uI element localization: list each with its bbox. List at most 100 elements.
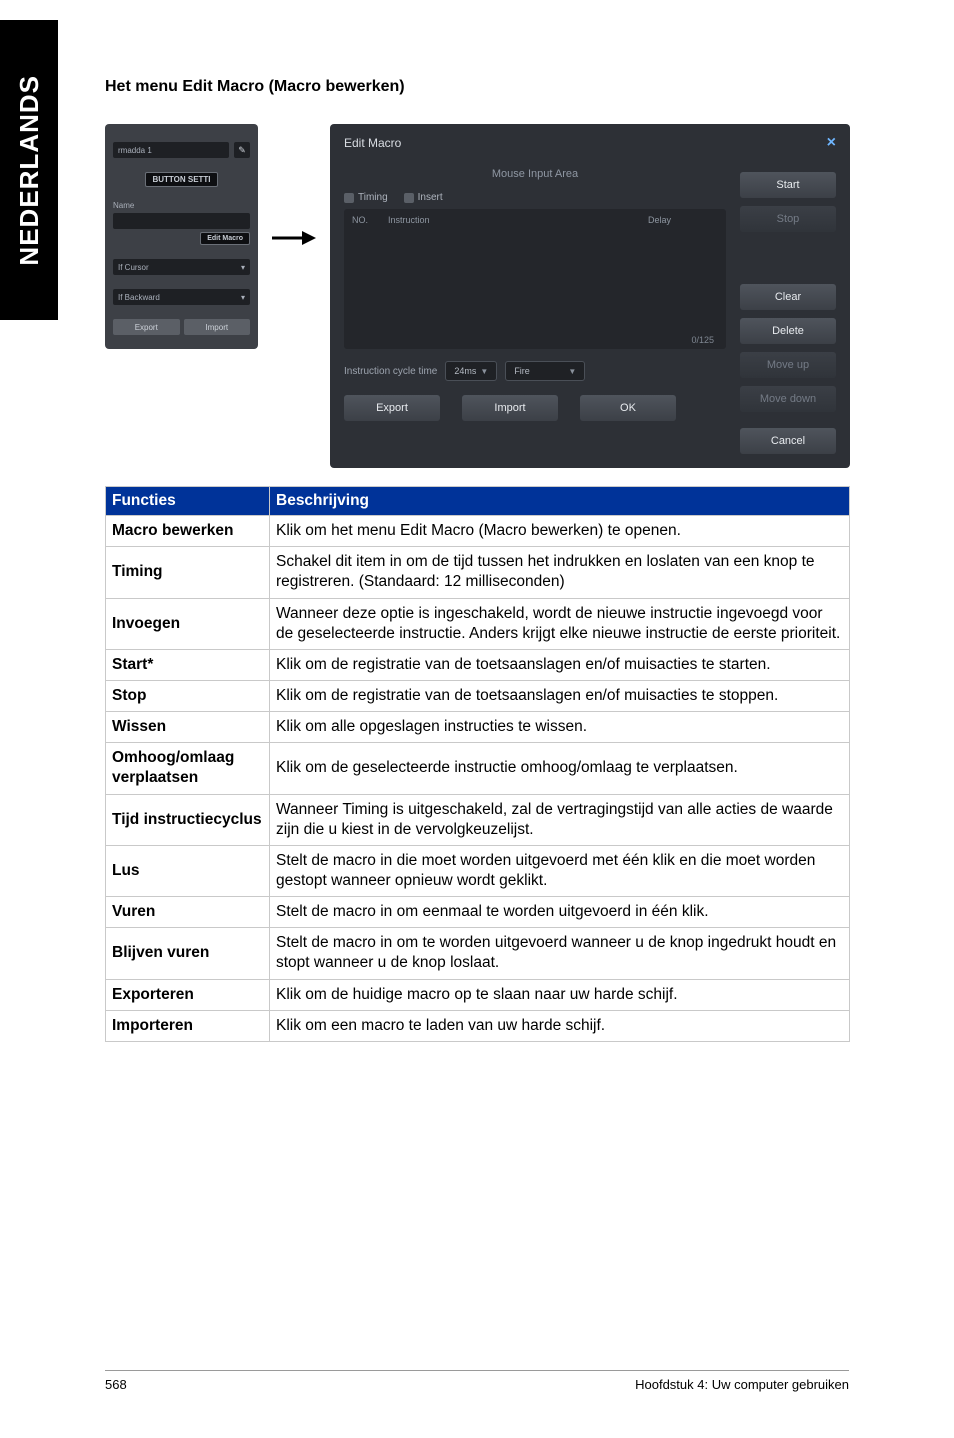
insert-label: Insert	[418, 192, 443, 203]
function-description: Klik om de registratie van de toetsaansl…	[270, 649, 850, 680]
move-down-button[interactable]: Move down	[740, 386, 836, 412]
function-description: Stelt de macro in om eenmaal te worden u…	[270, 897, 850, 928]
table-row: Macro bewerkenKlik om het menu Edit Macr…	[106, 516, 850, 547]
function-description: Klik om een macro te laden van uw harde …	[270, 1010, 850, 1041]
side-tab: NEDERLANDS	[0, 20, 58, 320]
col-instruction: Instruction	[388, 215, 648, 225]
instruction-list: NO. Instruction Delay 0/125	[344, 209, 726, 349]
content-area: Het menu Edit Macro (Macro bewerken) rma…	[105, 78, 850, 1042]
function-description: Wanneer deze optie is ingeschakeld, word…	[270, 598, 850, 649]
checkbox-icon	[404, 193, 414, 203]
import-button[interactable]: Import	[462, 395, 558, 421]
table-row: Blijven vurenStelt de macro in om te wor…	[106, 928, 850, 979]
function-name: Exporteren	[106, 979, 270, 1010]
page-footer: 568 Hoofdstuk 4: Uw computer gebruiken	[105, 1370, 849, 1392]
page-title: Het menu Edit Macro (Macro bewerken)	[105, 78, 850, 96]
function-description: Klik om de geselecteerde instructie omho…	[270, 743, 850, 794]
table-row: StopKlik om de registratie van de toetsa…	[106, 680, 850, 711]
insert-checkbox[interactable]: Insert	[404, 192, 443, 203]
header-beschrijving: Beschrijving	[270, 487, 850, 516]
function-name: Invoegen	[106, 598, 270, 649]
name-label: Name	[113, 201, 250, 210]
function-name: Blijven vuren	[106, 928, 270, 979]
edit-macro-window: Edit Macro × Mouse Input Area Timing Ins…	[330, 124, 850, 468]
side-tab-label: NEDERLANDS	[14, 75, 45, 266]
record-options: Timing Insert	[344, 192, 726, 203]
edit-macro-title: Edit Macro	[344, 136, 401, 150]
if-cursor-select[interactable]: If Cursor ▾	[113, 259, 250, 275]
if-cursor-label: If Cursor	[118, 263, 149, 272]
checkbox-icon	[344, 193, 354, 203]
delete-button[interactable]: Delete	[740, 318, 836, 344]
start-button[interactable]: Start	[740, 172, 836, 198]
cycle-time-label: Instruction cycle time	[344, 366, 437, 377]
edit-icon[interactable]: ✎	[234, 142, 250, 158]
function-description: Wanneer Timing is uitgeschakeld, zal de …	[270, 794, 850, 845]
header-functies: Functies	[106, 487, 270, 516]
table-row: Tijd instructiecyclusWanneer Timing is u…	[106, 794, 850, 845]
function-name: Tijd instructiecyclus	[106, 794, 270, 845]
function-description: Stelt de macro in om te worden uitgevoer…	[270, 928, 850, 979]
table-row: InvoegenWanneer deze optie is ingeschake…	[106, 598, 850, 649]
function-name: Importeren	[106, 1010, 270, 1041]
function-name: Wissen	[106, 712, 270, 743]
move-up-button[interactable]: Move up	[740, 352, 836, 378]
macro-figure: rmadda 1 ✎ BUTTON SETTI Name Edit Macro …	[105, 124, 850, 468]
function-description: Klik om de huidige macro op te slaan naa…	[270, 979, 850, 1010]
table-row: Start*Klik om de registratie van de toet…	[106, 649, 850, 680]
function-description: Klik om het menu Edit Macro (Macro bewer…	[270, 516, 850, 547]
table-row: WissenKlik om alle opgeslagen instructie…	[106, 712, 850, 743]
chevron-down-icon: ▾	[241, 263, 245, 272]
function-name: Omhoog/omlaag verplaatsen	[106, 743, 270, 794]
table-row: LusStelt de macro in die moet worden uit…	[106, 845, 850, 896]
if-backward-label: If Backward	[118, 293, 160, 302]
button-setting-badge: BUTTON SETTI	[145, 172, 217, 187]
instruction-counter: 0/125	[352, 335, 718, 345]
edit-macro-left: Mouse Input Area Timing Insert	[344, 168, 726, 454]
chevron-down-icon: ▼	[568, 367, 576, 376]
timing-checkbox[interactable]: Timing	[344, 192, 388, 203]
if-backward-select[interactable]: If Backward ▾	[113, 289, 250, 305]
name-value	[113, 213, 250, 229]
function-name: Vuren	[106, 897, 270, 928]
function-description: Klik om de registratie van de toetsaansl…	[270, 680, 850, 711]
arrow-icon	[272, 124, 316, 248]
table-row: TimingSchakel dit item in om de tijd tus…	[106, 547, 850, 598]
chapter-label: Hoofdstuk 4: Uw computer gebruiken	[635, 1377, 849, 1392]
table-row: ExporterenKlik om de huidige macro op te…	[106, 979, 850, 1010]
function-description: Klik om alle opgeslagen instructies te w…	[270, 712, 850, 743]
close-icon[interactable]: ×	[827, 134, 836, 152]
left-config-panel: rmadda 1 ✎ BUTTON SETTI Name Edit Macro …	[105, 124, 258, 349]
table-row: VurenStelt de macro in om eenmaal te wor…	[106, 897, 850, 928]
page-number: 568	[105, 1377, 127, 1392]
edit-macro-right: Start Stop Clear Delete Move up Move dow…	[740, 168, 836, 454]
function-name: Start*	[106, 649, 270, 680]
col-no: NO.	[352, 215, 388, 225]
function-name: Macro bewerken	[106, 516, 270, 547]
mini-import-button[interactable]: Import	[184, 319, 251, 335]
function-name: Stop	[106, 680, 270, 711]
table-row: Omhoog/omlaag verplaatsenKlik om de gese…	[106, 743, 850, 794]
chevron-down-icon: ▾	[241, 293, 245, 302]
function-name: Timing	[106, 547, 270, 598]
fire-label: Fire	[514, 366, 530, 376]
table-row: ImporterenKlik om een macro te laden van…	[106, 1010, 850, 1041]
function-description: Schakel dit item in om de tijd tussen he…	[270, 547, 850, 598]
chevron-down-icon: ▼	[480, 367, 488, 376]
export-button[interactable]: Export	[344, 395, 440, 421]
cancel-button[interactable]: Cancel	[740, 428, 836, 454]
cycle-time-value: 24ms	[454, 366, 476, 376]
stop-button[interactable]: Stop	[740, 206, 836, 232]
edit-macro-mini-btn[interactable]: Edit Macro	[200, 232, 250, 245]
clear-button[interactable]: Clear	[740, 284, 836, 310]
col-delay: Delay	[648, 215, 718, 225]
ok-button[interactable]: OK	[580, 395, 676, 421]
mini-export-button[interactable]: Export	[113, 319, 180, 335]
function-name: Lus	[106, 845, 270, 896]
mouse-input-area-label: Mouse Input Area	[344, 168, 726, 180]
cycle-time-select[interactable]: 24ms ▼	[445, 361, 497, 381]
fire-select[interactable]: Fire ▼	[505, 361, 585, 381]
profile-field[interactable]: rmadda 1	[113, 142, 229, 158]
timing-label: Timing	[358, 192, 388, 203]
function-description: Stelt de macro in die moet worden uitgev…	[270, 845, 850, 896]
